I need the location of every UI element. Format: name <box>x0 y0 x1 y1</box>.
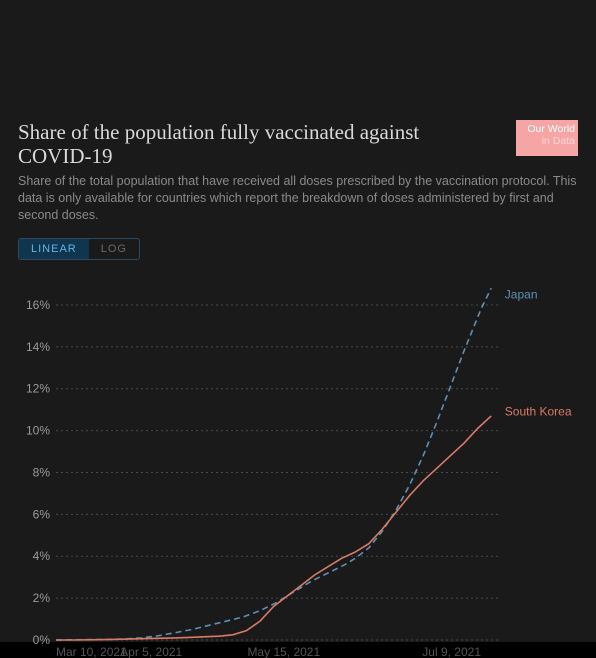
owid-logo: Our World in Data <box>516 120 578 156</box>
y-tick-label: 10% <box>26 423 50 437</box>
y-tick-label: 16% <box>26 298 50 312</box>
scale-linear-button[interactable]: LINEAR <box>19 239 89 259</box>
y-tick-label: 6% <box>33 507 51 521</box>
chart-svg: 0% 2% 4% 6% 8% 10% 12% 14% 16% Mar 10, 2021Apr 5,… <box>18 278 578 658</box>
x-tick-label: Mar 10, 2021 <box>56 645 127 658</box>
x-tick-label: May 15, 2021 <box>247 645 320 658</box>
series-label-japan: Japan <box>505 287 538 301</box>
line-chart: 0% 2% 4% 6% 8% 10% 12% 14% 16% Mar 10, 2021Apr 5,… <box>18 278 578 658</box>
y-tick-label: 2% <box>33 591 51 605</box>
series-label-south-korea: South Korea <box>505 405 572 419</box>
logo-line1: Our World <box>519 124 575 136</box>
chart-subtitle: Share of the total population that have … <box>18 173 578 224</box>
y-tick-label: 0% <box>33 633 51 647</box>
y-tick-label: 12% <box>26 382 50 396</box>
x-tick-label: Apr 5, 2021 <box>120 645 182 658</box>
scale-switch: LINEAR LOG <box>18 238 140 260</box>
scale-log-button[interactable]: LOG <box>89 239 139 259</box>
content-area: Our World in Data Share of the populatio… <box>18 120 578 642</box>
logo-line2: in Data <box>519 136 575 148</box>
x-tick-label: Jul 9, 2021 <box>422 645 481 658</box>
chart-title: Share of the population fully vaccinated… <box>18 120 458 168</box>
series-south-korea <box>56 416 491 640</box>
y-tick-label: 4% <box>33 549 51 563</box>
app-frame: Our World in Data Share of the populatio… <box>0 0 596 642</box>
series-japan <box>56 288 491 640</box>
y-tick-label: 14% <box>26 340 50 354</box>
y-tick-label: 8% <box>33 465 51 479</box>
